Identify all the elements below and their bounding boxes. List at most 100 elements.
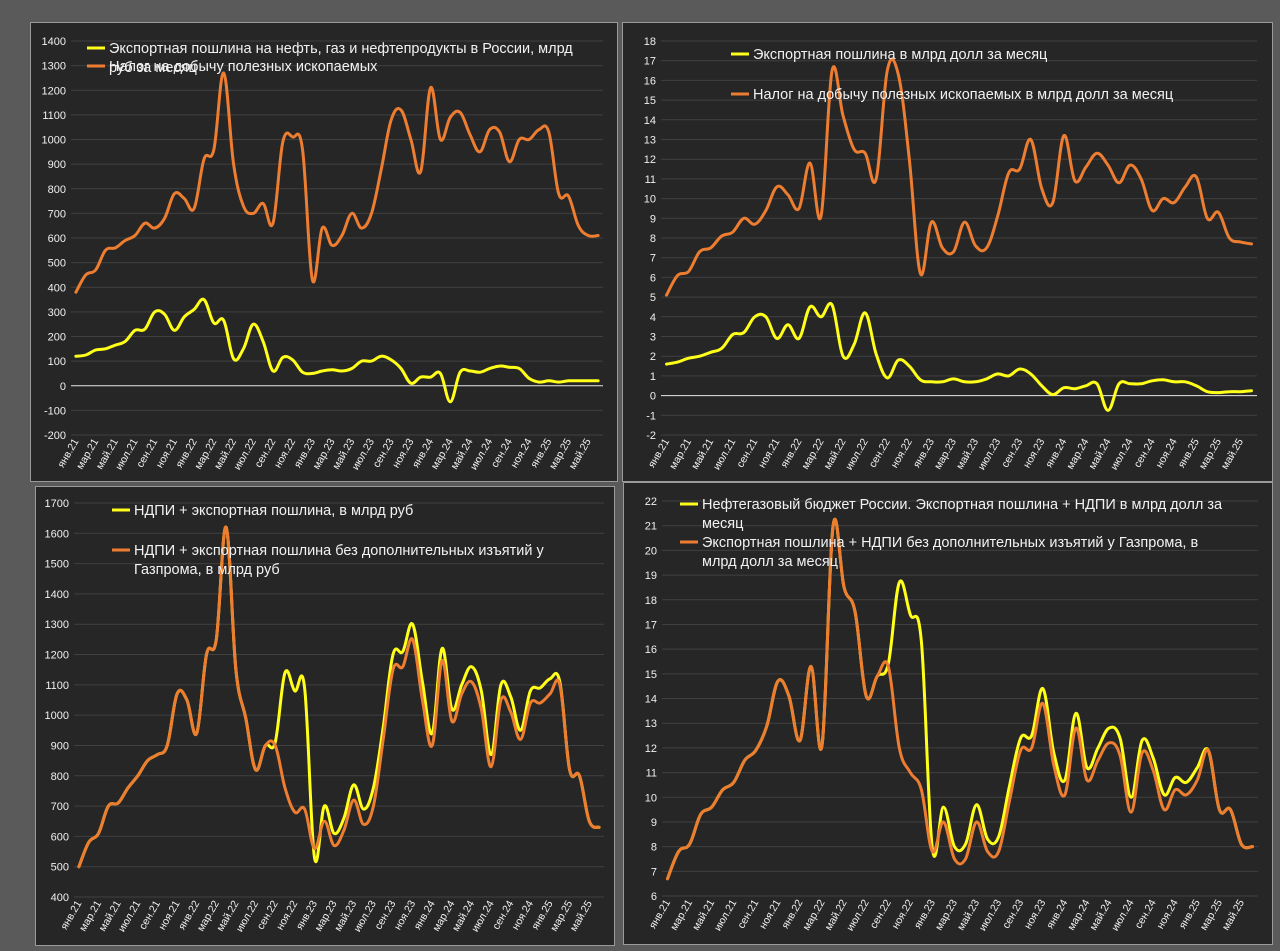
x-tick-label: июл.21 [712,897,740,933]
y-tick-label: -100 [44,405,66,417]
series-line-yellow [74,297,600,404]
y-tick-label: -1 [646,410,656,422]
x-tick-label: июл.22 [844,897,872,933]
series-line-orange [665,57,1253,297]
legend-entry: Экспортная пошлина на нефть, газ и нефте… [87,41,573,76]
y-tick-label: 100 [48,356,66,368]
legend-label-line2: месяц [702,516,743,532]
y-tick-label: 20 [645,545,657,557]
y-tick-label: 14 [645,694,657,706]
y-tick-label: 11 [645,174,656,186]
legend-label: Экспортная пошлина + НДПИ без дополнител… [702,535,1198,551]
y-tick-label: 6 [650,272,656,284]
y-tick-label: 1000 [42,135,66,147]
y-tick-label: 400 [51,892,69,904]
chart-svg-1: -200 -100 0 100 200 300 400 500 600 700 800 900 1000… [42,36,603,472]
x-tick-label: июл.24 [1109,897,1137,933]
x-tick-label: май.25 [1220,897,1247,932]
y-tick-label: 17 [644,56,656,68]
y-tick-label: 500 [48,258,66,270]
legend-entry: НДПИ + экспортная пошлина без дополнител… [112,543,545,578]
y-tick-label: 0 [60,381,66,393]
x-tick-label: июл.21 [711,436,739,472]
legend-label: Экспортная пошлина на нефть, газ и нефте… [109,41,573,57]
y-tick-label: 1000 [45,710,69,722]
legend-label: Экспортная пошлина в млрд долл за месяц [753,47,1047,63]
chart-panel-total-rub: 400 500 600 700 800 900 1000 1100 1200 1300 1400 15… [35,486,615,946]
y-tick-label: 16 [644,75,656,87]
y-tick-label: 1400 [45,589,69,601]
y-tick-label: 1500 [45,559,69,571]
y-tick-label: 1600 [45,528,69,540]
y-tick-label: 1100 [45,680,69,692]
x-tick-label: июл.22 [843,436,871,472]
legend-entry: Нефтегазовый бюджет России. Экспортная п… [680,497,1223,532]
y-tick-label: 600 [48,233,66,245]
chart-svg-2: -2-10123456789101112131415161718янв.21ма… [644,36,1257,472]
y-tick-label: 13 [644,135,656,147]
legend-label: Нефтегазовый бюджет России. Экспортная п… [702,497,1223,513]
y-tick-label: -200 [44,430,66,442]
y-tick-label: 13 [645,718,657,730]
gridlines [662,500,1258,897]
x-tick-label: июл.24 [1108,436,1136,472]
y-tick-label: 0 [650,391,656,403]
y-tick-label: 5 [650,292,656,304]
y-tick-label: 8 [651,842,657,854]
y-tick-label: 15 [645,669,657,681]
y-tick-label: 2 [650,351,656,363]
legend-entry: Экспортная пошлина в млрд долл за месяц [731,47,1047,63]
y-tick-label: 1100 [42,110,66,122]
y-tick-label: 14 [644,115,656,127]
y-tick-label: 900 [51,740,69,752]
y-tick-label: 1400 [42,36,66,48]
y-tick-label: 900 [48,159,66,171]
gridlines [71,40,603,436]
y-tick-label: 500 [51,862,69,874]
y-tick-label: 400 [48,282,66,294]
legend-label-line2: млрд долл за месяц [702,554,838,570]
y-tick-label: 10 [644,194,656,206]
y-tick-label: 1300 [45,619,69,631]
gridlines [661,40,1257,436]
y-tick-label: 18 [645,595,657,607]
y-tick-label: 1 [650,371,656,383]
x-tick-label: июл.23 [976,436,1004,472]
y-tick-label: 1200 [45,650,69,662]
y-tick-label: 1200 [42,85,66,97]
y-tick-label: 18 [644,36,656,48]
y-tick-label: 600 [51,831,69,843]
series-line-orange [77,525,601,869]
y-tick-label: 8 [650,233,656,245]
y-tick-label: 7 [650,253,656,265]
y-tick-label: 16 [645,644,657,656]
y-tick-label: 200 [48,332,66,344]
y-tick-label: 700 [51,801,69,813]
y-tick-label: 300 [48,307,66,319]
legend-entry: Налог на добычу полезных ископаемых [87,59,378,75]
x-tick-label: июл.23 [977,897,1005,933]
y-tick-label: 800 [48,184,66,196]
y-tick-label: -2 [646,430,656,442]
gridlines [74,502,604,898]
y-tick-label: 700 [48,208,66,220]
chart-panel-total-usd: 6 7 8 9 10 11 12 13 14 15 16 17 18 19 20 21 22 янв.21 мар.… [623,482,1273,945]
y-tick-label: 12 [644,154,656,166]
legend-label: Налог на добычу полезных ископаемых [109,59,378,75]
y-tick-label: 9 [650,213,656,225]
y-tick-label: 1300 [42,61,66,73]
y-tick-label: 10 [645,792,657,804]
chart-panel-export-duty-rub: -200 -100 0 100 200 300 400 500 600 700 800 900 1000… [30,22,618,482]
legend-label: НДПИ + экспортная пошлина, в млрд руб [134,503,413,519]
legend-label-line2: руб за месяц [109,60,197,76]
series-line-orange [74,71,600,294]
y-tick-label: 19 [645,570,657,582]
y-tick-label: 17 [645,619,657,631]
y-tick-label: 15 [644,95,656,107]
chart-panel-export-duty-usd: -2 -1 0 1 2 3 4 5 6 7 8 9 10 11 12 13 14 15 16 17 18 янв.21 ма… [622,22,1273,482]
legend-label: Налог на добычу полезных ископаемых в мл… [753,87,1173,103]
y-tick-label: 11 [646,768,657,780]
y-tick-label: 6 [651,891,657,903]
series-line-orange [666,517,1254,881]
y-tick-label: 800 [51,771,69,783]
